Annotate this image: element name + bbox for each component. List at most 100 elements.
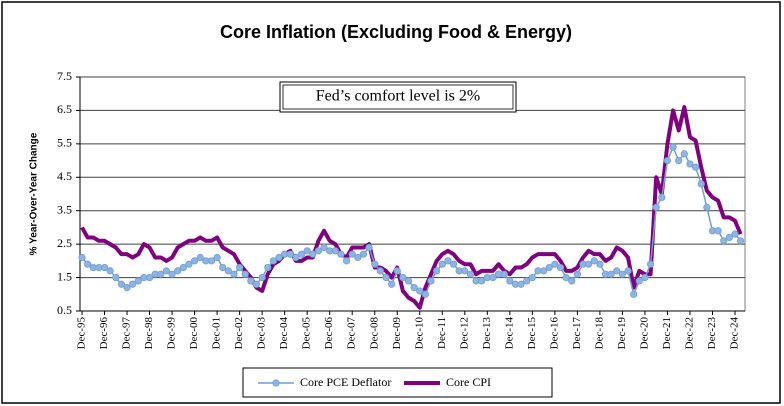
data-point	[658, 193, 666, 201]
x-tick-label: Dec-16	[548, 317, 560, 350]
data-point	[348, 250, 356, 258]
data-point	[556, 263, 565, 272]
data-point	[438, 260, 446, 268]
x-tick-label: Dec-02	[233, 317, 245, 349]
data-point	[309, 250, 317, 258]
data-point	[196, 253, 204, 262]
y-tick-label: 1.5	[57, 269, 72, 283]
data-point	[691, 163, 700, 171]
data-point	[84, 260, 92, 268]
data-point	[185, 260, 193, 268]
data-point	[461, 267, 469, 275]
data-point	[641, 273, 649, 282]
x-tick-label: Dec-17	[571, 317, 583, 350]
data-point	[573, 270, 581, 278]
data-point	[393, 267, 401, 275]
data-point	[365, 243, 373, 252]
data-point	[528, 273, 536, 282]
y-tick-label: 2.5	[57, 236, 72, 250]
data-point	[359, 250, 368, 258]
data-point	[123, 283, 131, 292]
data-point	[157, 270, 165, 278]
x-tick-label: Dec-13	[481, 317, 493, 350]
x-tick-label: Dec-18	[593, 317, 605, 350]
legend-box	[242, 367, 553, 398]
data-point	[382, 273, 390, 282]
x-tick-label: Dec-15	[526, 317, 538, 350]
data-point	[117, 280, 126, 288]
x-tick-label: Dec-20	[638, 317, 650, 350]
x-tick-label: Dec-04	[278, 317, 290, 350]
data-point	[371, 260, 379, 268]
x-tick-label: Dec-07	[346, 317, 358, 350]
x-tick-label: Dec-22	[683, 317, 695, 349]
y-tick-label: 5.5	[57, 136, 72, 150]
data-point	[269, 257, 277, 265]
data-point	[134, 277, 142, 285]
data-point	[478, 277, 486, 285]
data-point	[449, 260, 458, 268]
data-point	[444, 257, 452, 265]
data-point	[213, 253, 221, 262]
data-point	[258, 273, 266, 282]
data-point	[416, 287, 424, 295]
data-point	[100, 263, 109, 272]
data-point	[607, 270, 615, 278]
x-tick-label: Dec-99	[166, 317, 178, 350]
data-point	[162, 267, 171, 275]
data-point	[190, 257, 199, 265]
legend-label: Core PCE Deflator	[300, 375, 391, 389]
data-point	[303, 247, 311, 255]
plot-area: 0.5 1.5 2.5 3.5 4.5 5.5 6.5 7.5 Dec-95 Dec-96 Dec-…	[57, 69, 746, 350]
data-point	[562, 273, 570, 282]
x-tick-label: Dec-01	[211, 317, 223, 349]
data-point	[337, 250, 345, 258]
data-point	[320, 243, 328, 252]
data-point	[737, 237, 745, 245]
data-point	[618, 270, 627, 278]
data-point	[489, 273, 497, 282]
y-tick-label: 7.5	[57, 69, 72, 83]
x-tick-label: Dec-23	[706, 317, 718, 350]
data-point	[613, 267, 621, 275]
data-point	[78, 253, 86, 262]
x-tick-label: Dec-00	[188, 317, 200, 350]
data-point	[703, 203, 711, 211]
data-point	[331, 247, 339, 255]
data-point	[652, 203, 660, 211]
data-point	[247, 277, 255, 285]
data-point	[466, 270, 475, 278]
x-tick-label: Dec-97	[121, 317, 133, 350]
data-point	[585, 260, 593, 268]
data-point	[680, 150, 688, 158]
data-point	[112, 273, 120, 282]
data-point	[129, 280, 137, 288]
annotation: Fed’s comfort level is 2%	[316, 88, 480, 105]
data-point	[399, 273, 407, 282]
x-tick-label: Dec-09	[391, 317, 403, 350]
data-point	[506, 277, 514, 285]
data-point	[354, 253, 362, 262]
data-point	[179, 263, 187, 272]
data-point	[230, 270, 238, 278]
legend: Core PCE Deflator Core CPI	[258, 375, 491, 389]
data-point	[314, 247, 323, 255]
x-tick-label: Dec-24	[729, 317, 741, 350]
data-point	[376, 267, 384, 275]
data-point	[669, 143, 677, 151]
data-point	[630, 290, 638, 298]
y-axis-label: % Year-Over-Year Change	[29, 132, 40, 255]
data-point	[145, 273, 154, 282]
legend-label: Core CPI	[446, 375, 491, 389]
data-point	[646, 260, 655, 268]
data-point	[720, 237, 728, 245]
data-point	[421, 290, 429, 298]
x-tick-label: Dec-98	[143, 317, 155, 350]
data-point	[545, 263, 553, 272]
data-point	[106, 267, 114, 275]
x-tick-label: Dec-21	[661, 317, 673, 349]
data-point	[523, 277, 531, 285]
data-point	[725, 233, 733, 242]
data-point	[686, 160, 694, 168]
